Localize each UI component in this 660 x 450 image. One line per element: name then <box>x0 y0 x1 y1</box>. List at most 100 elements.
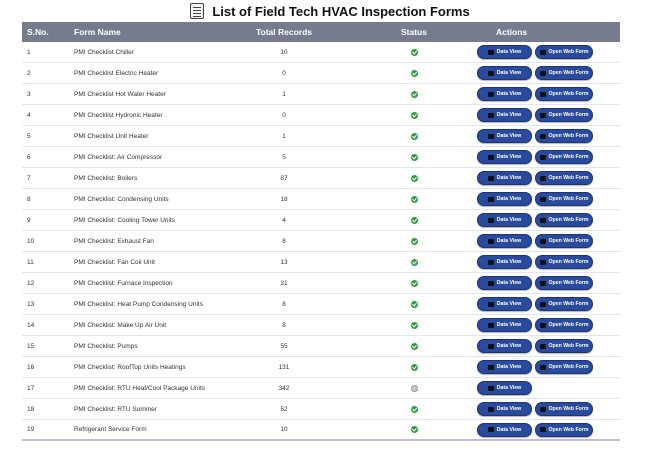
row-status <box>354 153 474 161</box>
data-view-button[interactable]: Data View <box>477 129 532 143</box>
row-total-records: 8 <box>282 237 286 245</box>
table-row: 1 PMI Checklist Chiller 10 Data View Open We… <box>22 42 620 63</box>
web-form-icon <box>539 196 546 202</box>
row-status <box>354 279 474 287</box>
row-total-records: 10 <box>280 48 288 56</box>
open-web-form-button[interactable]: Open Web Form <box>535 276 593 290</box>
row-total-records: 87 <box>280 174 288 182</box>
header-actions: Actions <box>496 27 528 37</box>
row-status <box>354 426 474 433</box>
data-view-button[interactable]: Data View <box>477 45 532 59</box>
row-status <box>354 363 474 371</box>
row-actions: Data View Open Web Form <box>474 360 620 374</box>
data-view-button[interactable]: Data View <box>477 234 532 248</box>
data-view-button[interactable]: Data View <box>477 171 532 185</box>
data-view-button[interactable]: Data View <box>477 297 532 311</box>
data-view-button[interactable]: Data View <box>477 255 532 269</box>
row-total-records: 342 <box>278 384 290 392</box>
row-sno: 15 <box>27 342 35 350</box>
row-actions: Data View Open Web Form <box>474 150 620 164</box>
row-actions: Data View Open Web Form <box>474 339 620 353</box>
data-view-button[interactable]: Data View <box>477 108 532 122</box>
table-row: 3 PMI Checklist Hot Water Heater 1 Data Vie… <box>22 84 620 105</box>
open-web-form-button[interactable]: Open Web Form <box>535 255 593 269</box>
open-web-form-button[interactable]: Open Web Form <box>535 339 593 353</box>
button-label: Data View <box>496 217 522 223</box>
open-web-form-button[interactable]: Open Web Form <box>535 422 593 437</box>
row-total-records: 0 <box>282 69 286 77</box>
web-form-icon <box>539 364 546 370</box>
data-view-button[interactable]: Data View <box>477 339 532 353</box>
row-status <box>354 342 474 350</box>
row-actions: Data View Open Web Form <box>474 87 620 101</box>
web-form-icon <box>539 49 546 55</box>
open-web-form-button[interactable]: Open Web Form <box>535 297 593 311</box>
database-icon <box>487 70 494 76</box>
open-web-form-button[interactable]: Open Web Form <box>535 213 593 227</box>
button-label: Open Web Form <box>548 175 589 181</box>
row-actions: Data View Open Web Form <box>474 213 620 227</box>
table-header: S.No. Form Name Total Records Status Act… <box>22 22 620 42</box>
row-sno: 6 <box>27 153 31 161</box>
open-web-form-button[interactable]: Open Web Form <box>535 402 593 416</box>
web-form-icon <box>539 301 546 307</box>
data-view-button[interactable]: Data View <box>477 213 532 227</box>
web-form-icon <box>539 112 546 118</box>
button-label: Open Web Form <box>548 322 589 328</box>
row-total-records: 5 <box>282 153 286 161</box>
data-view-button[interactable]: Data View <box>477 402 532 416</box>
row-total-records: 131 <box>278 363 290 371</box>
check-circle-icon <box>410 48 418 56</box>
table-row: 18 PMI Checklist: RTU Summer 52 Data View Op… <box>22 399 620 420</box>
row-actions: Data View Open Web Form <box>474 192 620 206</box>
header-sno: S.No. <box>27 27 49 37</box>
data-view-button[interactable]: Data View <box>477 192 532 206</box>
data-view-button[interactable]: Data View <box>477 66 532 80</box>
open-web-form-button[interactable]: Open Web Form <box>535 66 593 80</box>
open-web-form-button[interactable]: Open Web Form <box>535 45 593 59</box>
open-web-form-button[interactable]: Open Web Form <box>535 129 593 143</box>
open-web-form-button[interactable]: Open Web Form <box>535 150 593 164</box>
row-actions: Data View Open Web Form <box>474 171 620 185</box>
open-web-form-button[interactable]: Open Web Form <box>535 108 593 122</box>
page-header: List of Field Tech HVAC Inspection Forms <box>0 0 660 22</box>
open-web-form-button[interactable]: Open Web Form <box>535 171 593 185</box>
button-label: Open Web Form <box>548 301 589 307</box>
button-label: Data View <box>496 301 522 307</box>
database-icon <box>487 301 494 307</box>
web-form-icon <box>539 427 546 432</box>
data-view-button[interactable]: Data View <box>477 360 532 374</box>
button-label: Open Web Form <box>548 112 589 118</box>
open-web-form-button[interactable]: Open Web Form <box>535 318 593 332</box>
open-web-form-button[interactable]: Open Web Form <box>535 360 593 374</box>
button-label: Open Web Form <box>548 343 589 349</box>
data-view-button[interactable]: Data View <box>477 150 532 164</box>
row-form-name: PMI Checklist: Make Up Air Unit <box>74 321 167 329</box>
data-view-button[interactable]: Data View <box>477 318 532 332</box>
row-sno: 9 <box>27 216 31 224</box>
table-row: 7 PMI Checklist: Boilers 87 Data View Open W… <box>22 168 620 189</box>
row-actions: Data View Open Web Form <box>474 234 620 248</box>
forms-table: S.No. Form Name Total Records Status Act… <box>22 22 620 441</box>
open-web-form-button[interactable]: Open Web Form <box>535 234 593 248</box>
data-view-button[interactable]: Data View <box>477 381 532 395</box>
table-row: 5 PMI Checklist Unit Heater 1 Data View Open… <box>22 126 620 147</box>
check-circle-icon <box>410 237 418 245</box>
table-row: 8 PMI Checklist: Condensing Units 18 Data V… <box>22 189 620 210</box>
data-view-button[interactable]: Data View <box>477 276 532 290</box>
row-sno: 7 <box>27 174 31 182</box>
row-actions: Data View Open Web Form <box>474 255 620 269</box>
database-icon <box>487 133 494 139</box>
database-icon <box>487 175 494 181</box>
row-status <box>354 237 474 245</box>
data-view-button[interactable]: Data View <box>477 87 532 101</box>
check-circle-icon <box>410 90 418 98</box>
row-actions: Data View Open Web Form <box>474 108 620 122</box>
button-label: Open Web Form <box>548 259 589 265</box>
open-web-form-button[interactable]: Open Web Form <box>535 192 593 206</box>
button-label: Open Web Form <box>548 406 589 412</box>
open-web-form-button[interactable]: Open Web Form <box>535 87 593 101</box>
data-view-button[interactable]: Data View <box>477 422 532 437</box>
button-label: Data View <box>496 196 522 202</box>
button-label: Data View <box>496 238 522 244</box>
